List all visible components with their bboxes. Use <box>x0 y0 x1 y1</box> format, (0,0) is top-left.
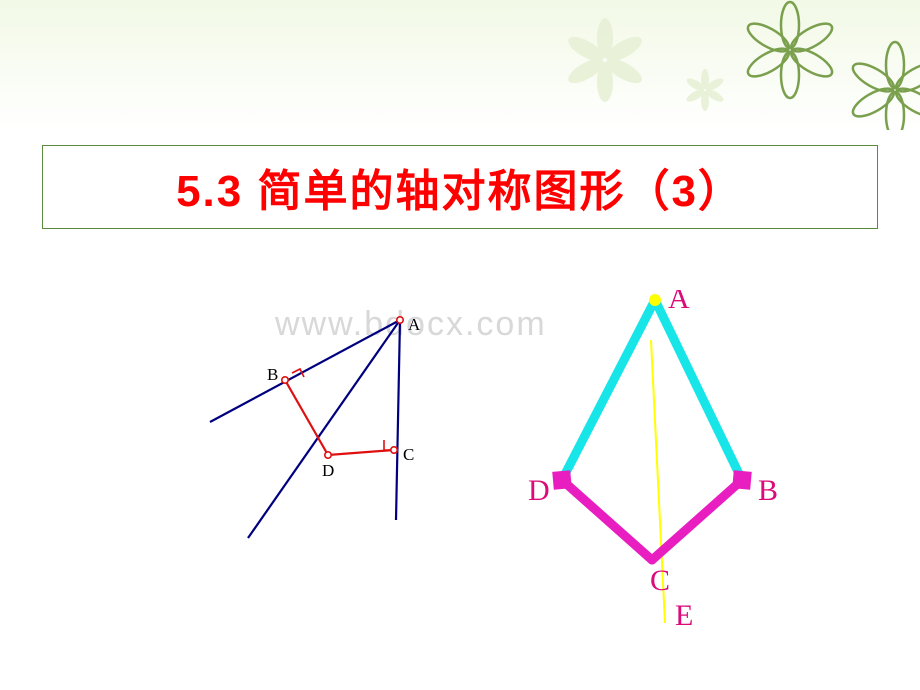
label-C-right: C <box>650 564 670 597</box>
label-A-right: A <box>668 290 690 315</box>
title-box: 5.3 简单的轴对称图形（3） <box>42 145 878 229</box>
label-B-right: B <box>758 474 778 507</box>
label-C-left: C <box>403 445 414 464</box>
page-title: 5.3 简单的轴对称图形（3） <box>176 155 744 219</box>
label-E-right: E <box>675 599 693 632</box>
label-B-left: B <box>267 365 278 384</box>
label-D-left: D <box>322 461 334 480</box>
right-geometry-diagram: A B C D E <box>490 290 820 660</box>
label-A-left: A <box>408 315 421 334</box>
label-D-right: D <box>528 474 550 507</box>
background-decoration <box>0 0 920 130</box>
left-geometry-diagram: A B C D <box>140 300 450 545</box>
